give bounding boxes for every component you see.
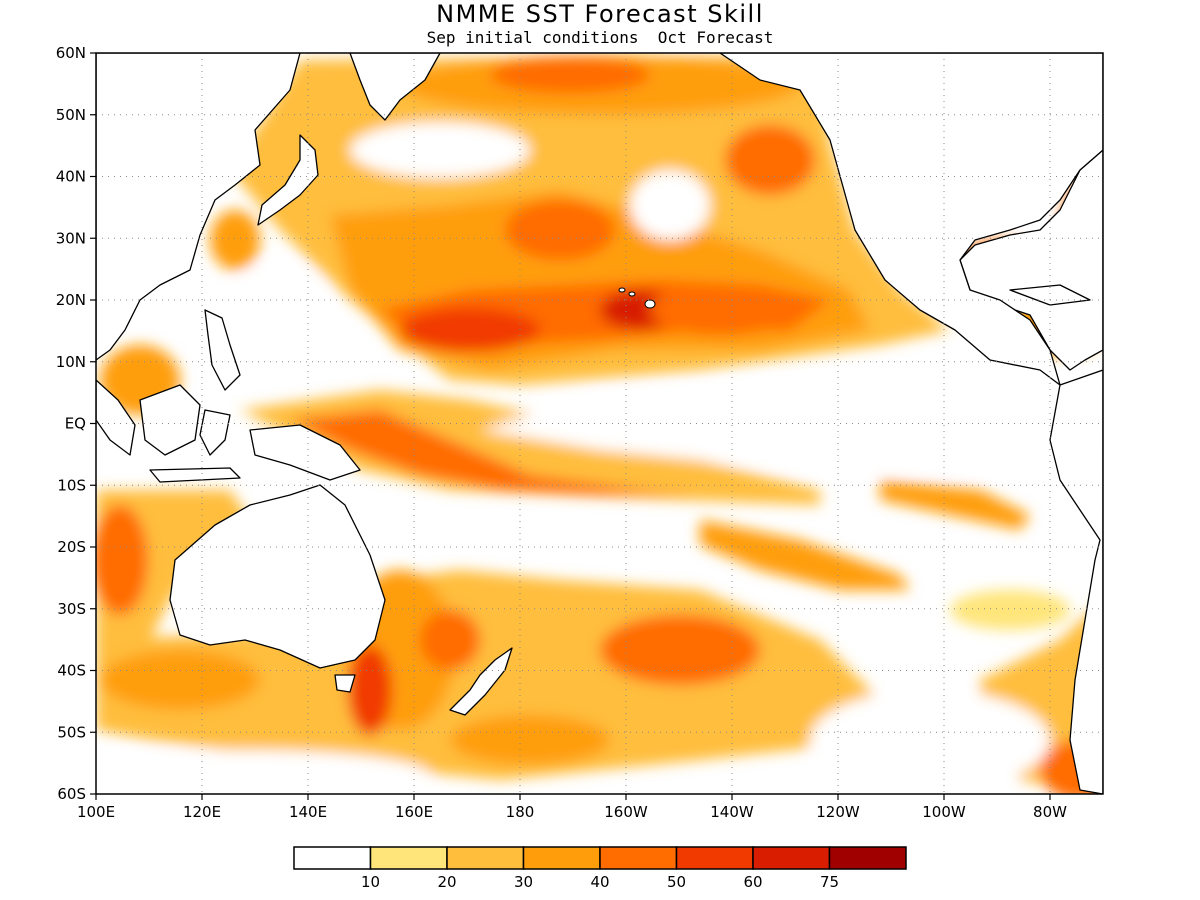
colorbar-label: 75 xyxy=(820,873,839,891)
lat-tick-label: EQ xyxy=(65,415,86,433)
land-south-america xyxy=(1049,369,1103,794)
lat-tick-label: 40S xyxy=(57,662,86,680)
lon-tick-label: 140E xyxy=(289,803,327,821)
land-borneo xyxy=(139,384,201,456)
colorbar-swatch xyxy=(522,846,601,870)
colorbar-swatch xyxy=(675,846,754,870)
lat-tick-label: 40N xyxy=(56,168,86,186)
land-new-zealand xyxy=(449,647,513,716)
land-sulawesi xyxy=(199,409,231,456)
lon-tick-label: 140W xyxy=(710,803,754,821)
land-philippines xyxy=(204,309,241,391)
colorbar-swatch xyxy=(293,846,372,870)
colorbar-label: 50 xyxy=(667,873,686,891)
colorbar-label: 30 xyxy=(514,873,533,891)
skill-field xyxy=(96,53,1103,794)
land-japan xyxy=(257,134,319,226)
colorbar-label: 10 xyxy=(361,873,380,891)
lat-tick-label: 30S xyxy=(57,600,86,618)
skill-region-north-top-core xyxy=(490,57,650,93)
lon-axis: 100E 120E 140E 160E 180 160W 140W 120W 100W 80W xyxy=(77,794,1067,821)
lat-tick-label: 50S xyxy=(57,723,86,741)
skill-region-core-140n xyxy=(650,285,790,335)
lat-tick-label: 60S xyxy=(57,785,86,803)
skill-region-core-130w xyxy=(725,125,815,195)
skill-region-southeast-band xyxy=(880,480,1030,530)
lat-axis: 60N 50N 40N 30N 20N 10N EQ 10S 20S 30S 40S 50S 60S xyxy=(56,44,96,803)
skill-region-equatorial-cold-tongue xyxy=(480,385,1100,470)
skill-region-equatorial-band-core xyxy=(290,410,700,495)
lon-tick-label: 160E xyxy=(395,803,433,821)
lat-tick-label: 20N xyxy=(56,291,86,309)
skill-region-south-pacific-core xyxy=(600,615,760,685)
lat-tick-label: 10S xyxy=(57,476,86,494)
map-subtitle: Sep initial conditions Oct Forecast xyxy=(426,28,774,47)
skill-region-south-diagonal-band xyxy=(700,520,910,590)
land-java xyxy=(149,467,241,483)
lon-tick-label: 120W xyxy=(816,803,860,821)
lon-tick-label: 180 xyxy=(506,803,535,821)
colorbar: 10 20 30 40 50 60 75 xyxy=(293,846,907,891)
lon-tick-label: 100E xyxy=(77,803,115,821)
coastlines xyxy=(96,53,1103,794)
lon-tick-label: 160W xyxy=(604,803,648,821)
land-north-america-west xyxy=(719,53,1103,386)
lat-tick-label: 60N xyxy=(56,44,86,62)
colorbar-label: 60 xyxy=(743,873,762,891)
hawaii-islands xyxy=(618,287,656,309)
colorbar-label: 20 xyxy=(437,873,456,891)
skill-region-core-170w xyxy=(400,308,540,352)
skill-region-core-165w xyxy=(505,200,615,260)
colorbar-swatch xyxy=(446,846,525,870)
lat-tick-label: 30N xyxy=(56,229,86,247)
land-new-guinea xyxy=(249,424,361,481)
lat-tick-label: 10N xyxy=(56,353,86,371)
map-title: NMME SST Forecast Skill xyxy=(436,0,764,28)
lat-tick-label: 20S xyxy=(57,538,86,556)
colorbar-swatch xyxy=(752,846,831,870)
land-kamchatka xyxy=(349,53,441,121)
lat-tick-label: 50N xyxy=(56,106,86,124)
lon-tick-label: 80W xyxy=(1033,803,1067,821)
colorbar-swatch xyxy=(369,846,448,870)
land-tasmania xyxy=(334,674,356,693)
land-sumatra xyxy=(96,379,136,456)
land-australia xyxy=(169,484,386,669)
lon-tick-label: 120E xyxy=(183,803,221,821)
colorbar-swatch xyxy=(599,846,678,870)
colorbar-label: 40 xyxy=(590,873,609,891)
lon-tick-label: 100W xyxy=(922,803,966,821)
land-asia xyxy=(96,53,301,361)
land-cuba xyxy=(1009,284,1091,306)
colorbar-swatch xyxy=(828,846,907,870)
